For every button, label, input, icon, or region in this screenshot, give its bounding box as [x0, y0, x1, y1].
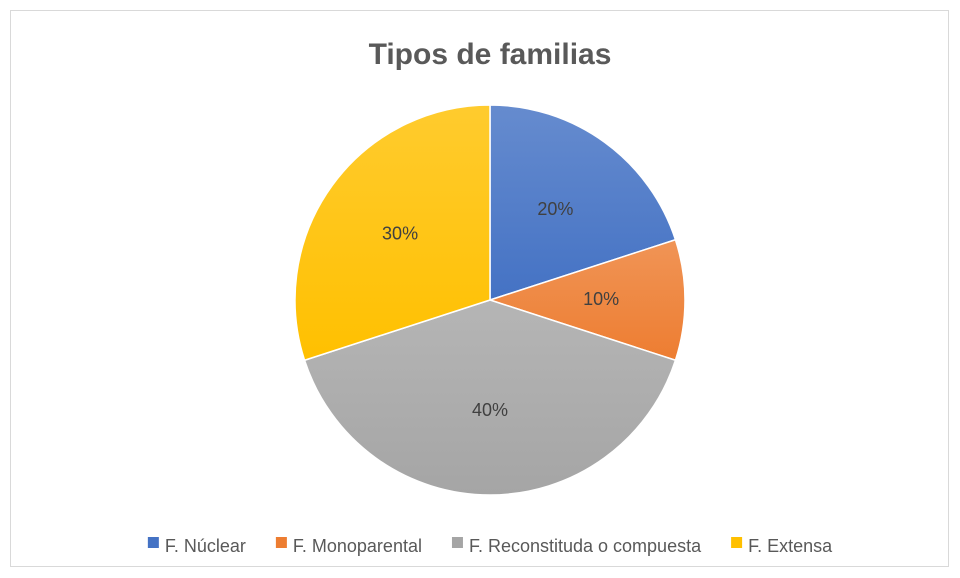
pie-slice	[294, 104, 491, 362]
pie-slice	[487, 238, 686, 362]
legend-label: F. Extensa	[748, 536, 833, 556]
data-label: 20%	[537, 199, 573, 219]
legend-swatch	[147, 537, 159, 548]
legend: F. Núclear F. Monoparental F. Reconstituda…	[147, 536, 833, 556]
pie-slice	[489, 104, 677, 302]
legend-swatch	[451, 537, 463, 548]
data-label: 30%	[382, 223, 418, 243]
legend-swatch	[275, 537, 287, 548]
legend-label: F. Núclear	[165, 536, 246, 556]
legend-label: F. Monoparental	[293, 536, 422, 556]
data-label: 10%	[583, 289, 619, 309]
legend-swatch	[731, 537, 743, 548]
chart-title: Tipos de familias	[369, 38, 612, 71]
pie-slice	[303, 299, 677, 496]
data-label: 40%	[472, 400, 508, 420]
legend-label: F. Reconstituda o compuesta	[469, 536, 702, 556]
